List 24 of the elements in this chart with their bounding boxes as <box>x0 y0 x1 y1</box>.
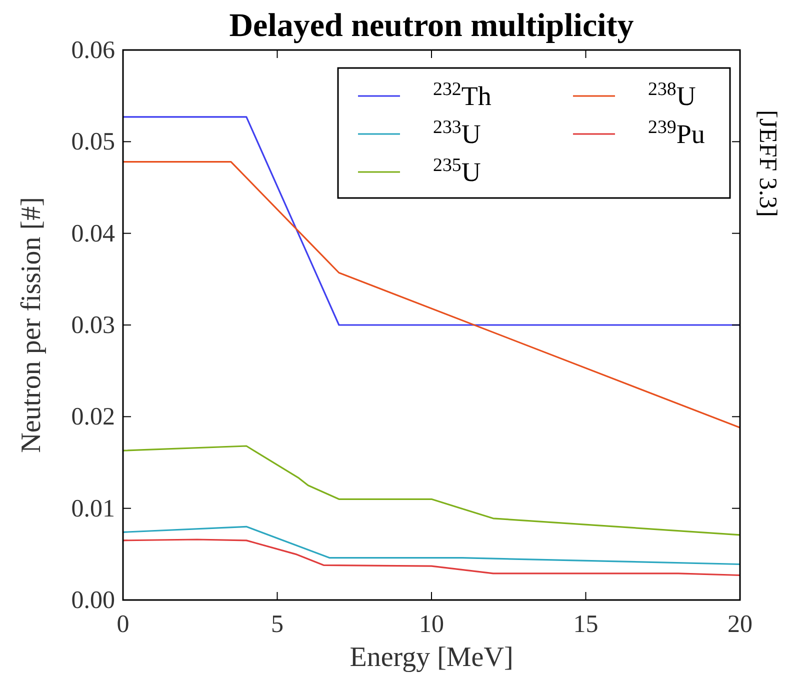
y-tick-label: 0.01 <box>71 495 115 522</box>
line-series <box>122 526 741 566</box>
text: [JEFF 3.3] <box>754 110 781 217</box>
y-axis-title: Neutron per fission [#] <box>16 197 47 453</box>
line-series <box>122 538 741 576</box>
y-tick-label: 0.03 <box>71 312 115 339</box>
legend-label: $^{235}$U <box>433 154 481 187</box>
x-tick-label: 15 <box>573 611 598 638</box>
y-tick-label: 0.06 <box>71 37 115 64</box>
y-tick-label: 0.04 <box>71 220 116 248</box>
line-series <box>122 445 741 536</box>
y-tick-label: 0.00 <box>71 587 115 614</box>
x-axis-title: Energy [MeV] <box>350 642 514 673</box>
legend-label: $^{238}$U <box>648 78 696 111</box>
chart-title: Delayed neutron multiplicity <box>229 8 634 44</box>
y-tick-label: 0.05 <box>71 128 115 156</box>
legend-label: $^{233}$U <box>433 116 481 149</box>
x-tick-label: 20 <box>728 611 752 638</box>
x-tick-label: 10 <box>419 611 444 638</box>
legend-label: $^{232}$Th <box>433 78 492 111</box>
x-tick-label: 0 <box>116 611 130 638</box>
y-tick-label: 0.02 <box>71 404 115 431</box>
x-tick-label: 5 <box>271 611 284 638</box>
legend-label: $^{239}$Pu <box>648 116 706 149</box>
